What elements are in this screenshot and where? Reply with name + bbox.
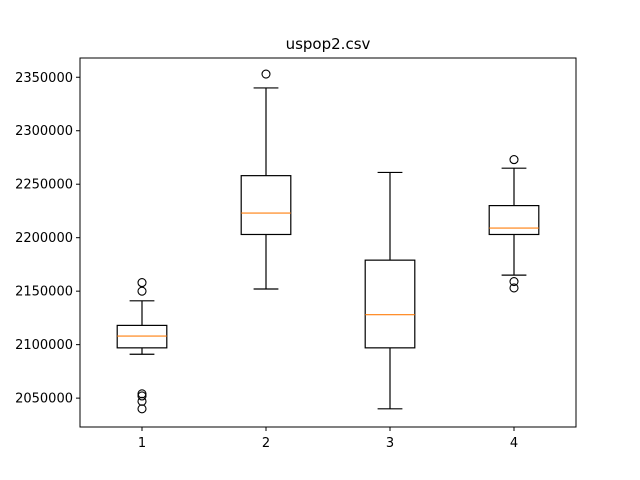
x-tick-label: 4	[510, 436, 518, 451]
box-iqr	[488, 205, 540, 236]
box-iqr	[364, 259, 416, 349]
x-tick-label: 3	[386, 436, 394, 451]
outlier-point	[509, 155, 519, 165]
plot-area	[116, 69, 540, 414]
box-group-4	[488, 155, 540, 293]
chart-title: uspop2.csv	[286, 35, 371, 53]
outlier-point	[261, 69, 271, 79]
x-tick-label: 2	[262, 436, 270, 451]
y-tick-label: 2200000	[15, 231, 73, 246]
outlier-point	[137, 404, 147, 414]
outlier-point	[137, 278, 147, 288]
outlier-point	[509, 283, 519, 293]
box-iqr	[240, 175, 292, 236]
axes-frame	[79, 57, 577, 428]
y-tick-label: 2250000	[15, 178, 73, 193]
x-tick-label: 1	[138, 436, 146, 451]
y-tick-label: 2300000	[15, 124, 73, 139]
outlier-point	[509, 276, 519, 287]
y-tick-label: 2050000	[15, 392, 73, 407]
box-group-2	[240, 69, 292, 290]
y-tick-label: 2100000	[15, 338, 73, 353]
outlier-point	[137, 286, 147, 296]
box-group-1	[116, 278, 168, 414]
axes: 2050000 2100000 2150000 2200000 2250000 23000…	[15, 71, 518, 451]
outlier-point	[137, 389, 147, 399]
y-tick-label: 2150000	[15, 285, 73, 300]
box-group-3	[364, 171, 416, 410]
y-tick-label: 2350000	[15, 71, 73, 86]
